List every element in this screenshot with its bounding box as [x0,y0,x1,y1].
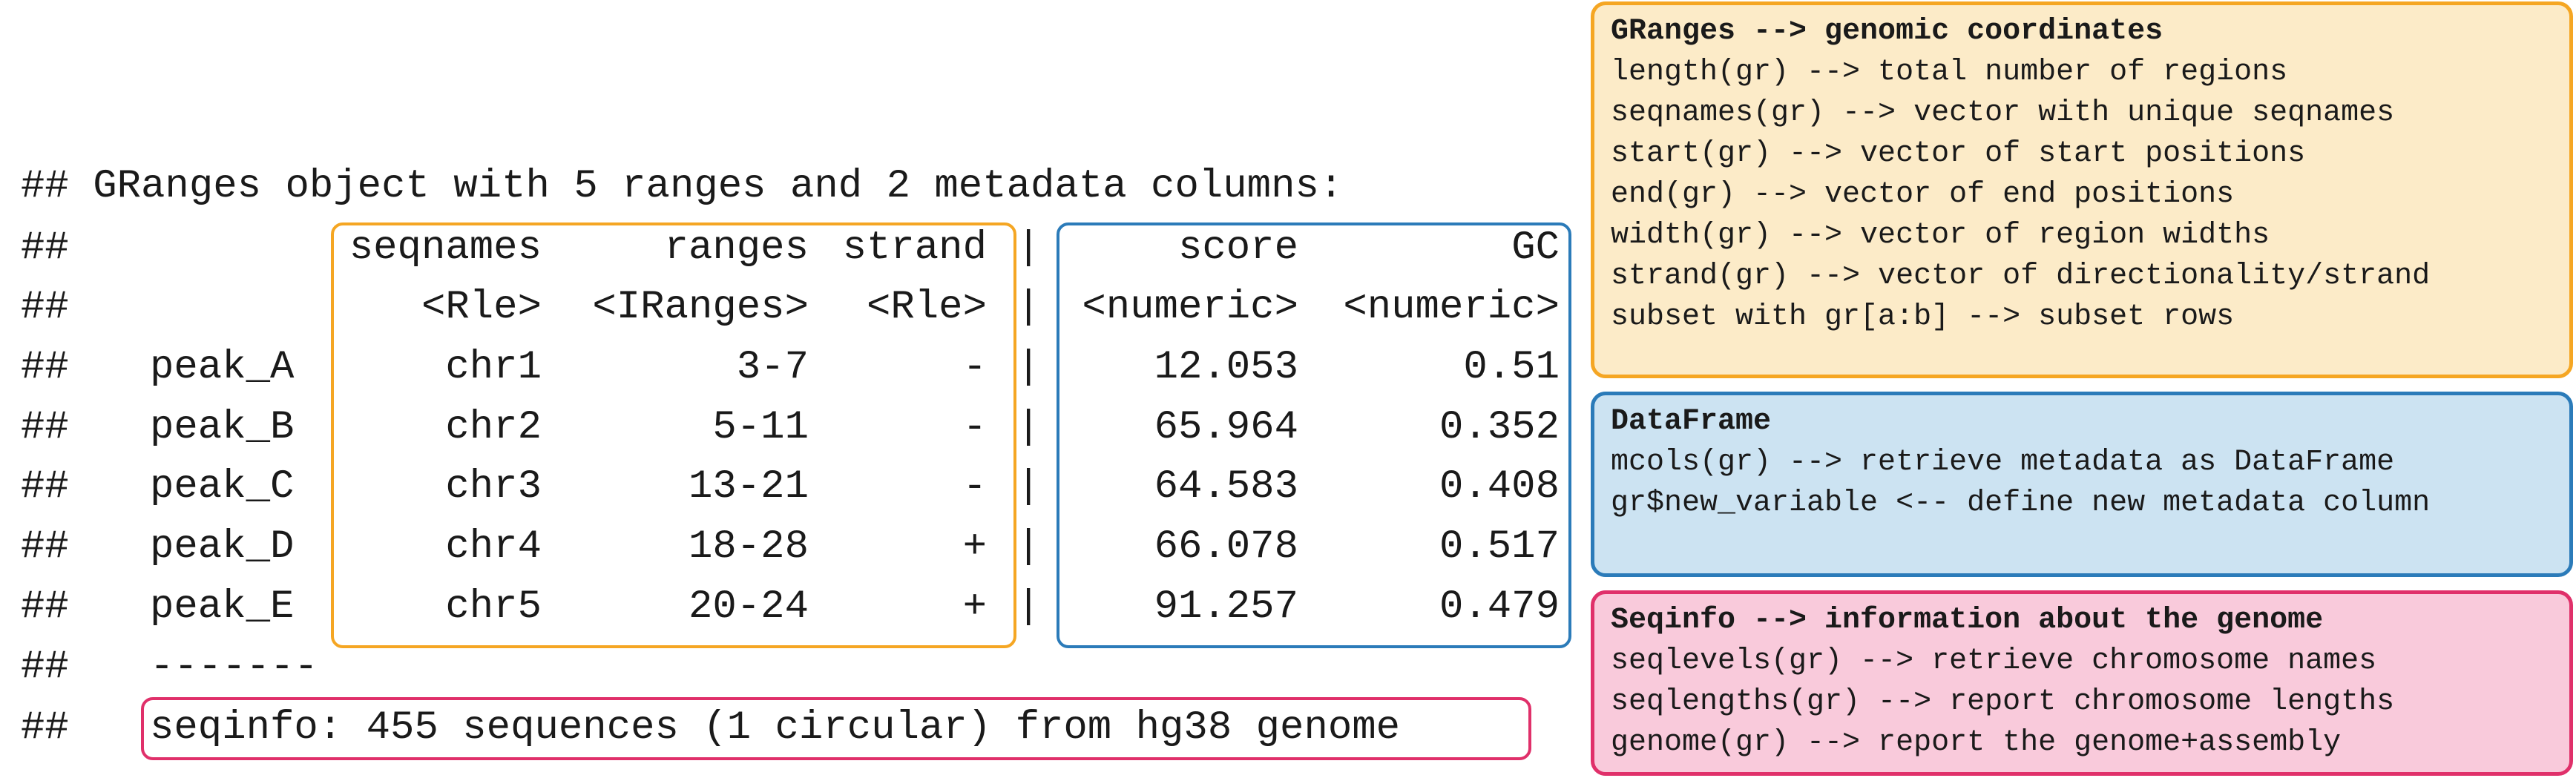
row-name: peak_A [150,345,295,390]
seqinfo-text: seqinfo: 455 sequences (1 circular) from… [150,705,1401,751]
line-prefix: ## [21,464,69,510]
col-separator: | [1016,285,1041,330]
line-prefix: ## [21,285,69,330]
seqinfo-line: ## seqinfo: 455 sequences (1 circular) f… [0,699,1588,758]
granges-panel-line: seqnames(gr) --> vector with unique seqn… [1611,96,2395,130]
seqinfo-panel-line: seqlevels(gr) --> retrieve chromosome na… [1611,645,2377,678]
line-prefix: ## [21,405,69,450]
col-header-seqnames: seqnames [349,225,542,271]
col-header-strand: strand [842,225,987,271]
divider-line: ## ------- [0,638,1588,697]
col-separator: | [1016,405,1041,450]
row-name: peak_B [150,405,295,450]
granges-panel-line: end(gr) --> vector of end positions [1611,178,2235,211]
seqinfo-highlight-box [141,697,1531,760]
row-name: peak_D [150,524,295,570]
cell-seqnames: chr3 [445,464,542,510]
column-header-line: ## seqnames ranges strand | score GC [0,219,1588,278]
col-header-score: score [1177,225,1298,271]
dataframe-panel-line: mcols(gr) --> retrieve metadata as DataF… [1611,446,2395,479]
seqinfo-panel: Seqinfo --> information about the genome… [1591,590,2573,776]
dataframe-panel: DataFrame mcols(gr) --> retrieve metadat… [1591,392,2573,577]
console-header-line: ## GRanges object with 5 ranges and 2 me… [0,157,1588,217]
granges-panel-line: subset with gr[a:b] --> subset rows [1611,300,2235,334]
col-type-score: <numeric> [1082,285,1298,330]
row-name: peak_E [150,584,295,630]
cell-score: 64.583 [1154,464,1298,510]
cell-strand: + [962,524,987,570]
table-row: ## peak_B chr2 5-11 - | 65.964 0.352 [0,398,1588,458]
column-type-line: ## <Rle> <IRanges> <Rle> | <numeric> <nu… [0,278,1588,337]
cell-ranges: 3-7 [736,345,809,390]
dataframe-panel-line: gr$new_variable <-- define new metadata … [1611,487,2431,520]
cell-gc: 0.352 [1439,405,1560,450]
col-type-strand: <Rle> [866,285,987,330]
cell-ranges: 18-28 [688,524,809,570]
cell-seqnames: chr2 [445,405,542,450]
col-type-gc: <numeric> [1343,285,1560,330]
cell-strand: - [962,345,987,390]
cell-score: 66.078 [1154,524,1298,570]
granges-panel: GRanges --> genomic coordinates length(g… [1591,1,2573,378]
col-separator: | [1016,524,1041,570]
col-separator: | [1016,345,1041,390]
granges-panel-title: GRanges --> genomic coordinates [1611,15,2163,48]
cell-gc: 0.408 [1439,464,1560,510]
col-header-gc: GC [1511,225,1560,271]
cell-strand: - [962,464,987,510]
cell-ranges: 20-24 [688,584,809,630]
line-prefix: ## [21,705,69,751]
cell-score: 91.257 [1154,584,1298,630]
col-type-seqnames: <Rle> [421,285,542,330]
line-prefix: ## [21,225,69,271]
row-name: peak_C [150,464,295,510]
cell-ranges: 13-21 [688,464,809,510]
col-type-ranges: <IRanges> [592,285,809,330]
cell-score: 65.964 [1154,405,1298,450]
granges-panel-line: width(gr) --> vector of region widths [1611,219,2270,252]
cell-seqnames: chr4 [445,524,542,570]
col-separator: | [1016,225,1041,271]
table-row: ## peak_E chr5 20-24 + | 91.257 0.479 [0,578,1588,637]
cell-strand: - [962,405,987,450]
line-prefix: ## [21,584,69,630]
table-row: ## peak_A chr1 3-7 - | 12.053 0.51 [0,338,1588,398]
seqinfo-panel-line: seqlengths(gr) --> report chromosome len… [1611,685,2395,719]
granges-panel-line: length(gr) --> total number of regions [1611,56,2288,89]
table-row: ## peak_C chr3 13-21 - | 64.583 0.408 [0,458,1588,517]
seqinfo-panel-line: genome(gr) --> report the genome+assembl… [1611,726,2342,759]
granges-panel-line: start(gr) --> vector of start positions [1611,137,2306,171]
table-row: ## peak_D chr4 18-28 + | 66.078 0.517 [0,518,1588,577]
cell-gc: 0.479 [1439,584,1560,630]
dataframe-panel-title: DataFrame [1611,405,1772,438]
line-prefix: ## [21,645,69,690]
granges-highlight-box [331,222,1016,648]
seqinfo-panel-title: Seqinfo --> information about the genome [1611,604,2324,637]
col-separator: | [1016,584,1041,630]
cell-gc: 0.517 [1439,524,1560,570]
cell-score: 12.053 [1154,345,1298,390]
cell-strand: + [962,584,987,630]
granges-panel-line: strand(gr) --> vector of directionality/… [1611,260,2431,293]
line-prefix: ## [21,524,69,570]
console-divider: ------- [150,645,318,690]
cell-ranges: 5-11 [712,405,809,450]
col-header-ranges: ranges [664,225,809,271]
cell-seqnames: chr5 [445,584,542,630]
col-separator: | [1016,464,1041,510]
cell-seqnames: chr1 [445,345,542,390]
line-prefix: ## [21,345,69,390]
cell-gc: 0.51 [1463,345,1560,390]
console-header: ## GRanges object with 5 ranges and 2 me… [21,164,1344,209]
dataframe-highlight-box [1057,222,1571,648]
